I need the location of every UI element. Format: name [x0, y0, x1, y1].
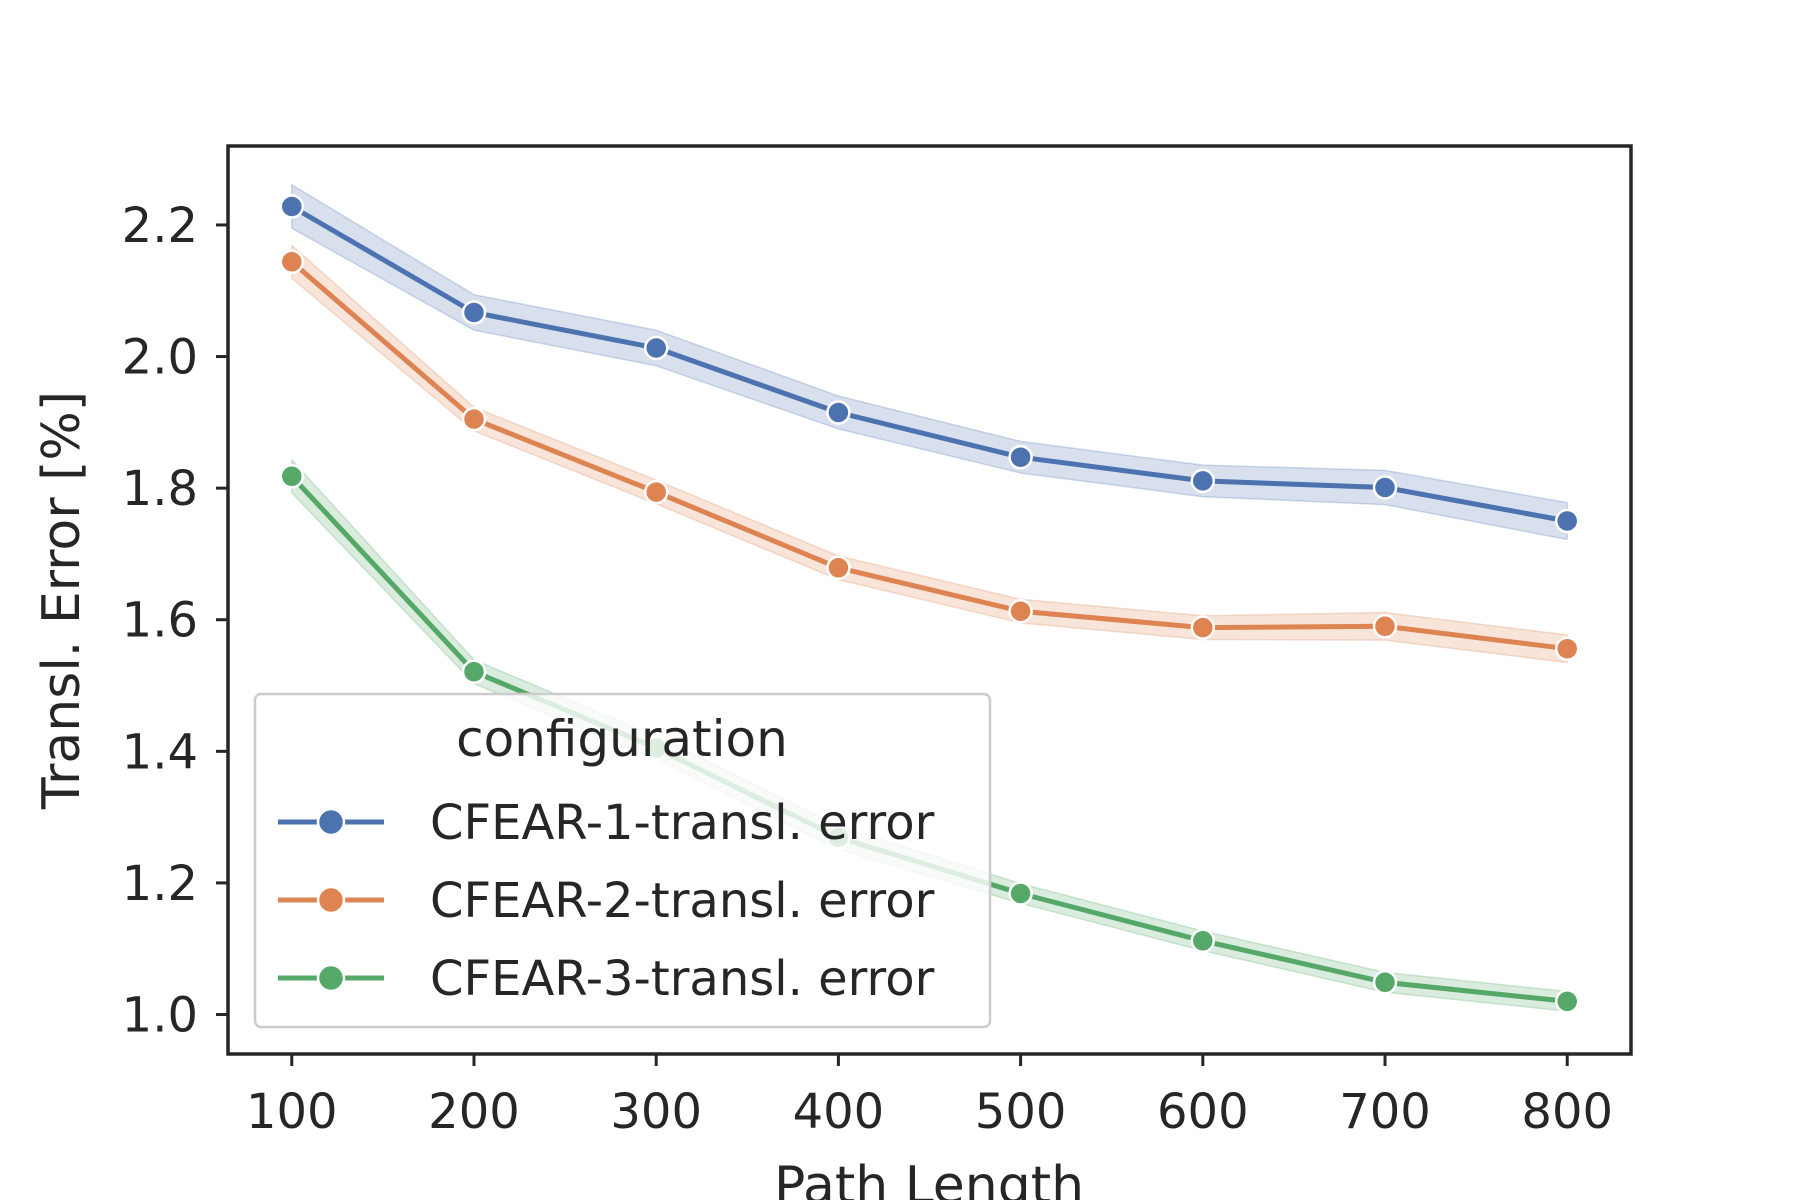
data-point: [279, 249, 305, 275]
legend-marker: [316, 963, 346, 993]
data-point: [279, 464, 305, 489]
y-tick-label: 1.8: [122, 461, 198, 517]
x-tick-label: 800: [1521, 1084, 1613, 1140]
y-axis-label: Transl. Error [%]: [32, 391, 92, 810]
data-point: [1190, 615, 1216, 640]
legend-label: CFEAR-1-transl. error: [430, 795, 935, 851]
data-point: [1372, 475, 1398, 500]
y-tick-label: 1.6: [122, 593, 198, 649]
legend-label: CFEAR-2-transl. error: [430, 873, 935, 929]
series-points: [279, 194, 1580, 1014]
data-point: [1190, 928, 1216, 954]
data-point: [1008, 881, 1033, 906]
legend-marker: [316, 807, 346, 837]
series-line: [289, 259, 1570, 652]
data-point: [826, 555, 851, 581]
data-point: [643, 335, 669, 361]
series-line: [289, 204, 1570, 524]
data-point: [279, 194, 305, 219]
x-tick-label: 300: [610, 1084, 702, 1140]
data-point: [1554, 636, 1580, 661]
data-point: [1554, 989, 1580, 1014]
y-tick-label: 2.2: [122, 198, 198, 254]
legend-box: [253, 692, 992, 1029]
y-axis-ticks: 1.0 1.2 1.4 1.6 1.8 2.0 2.2: [122, 198, 228, 1044]
data-point: [1008, 598, 1033, 624]
plot-frame: [226, 144, 1633, 1056]
x-tick-label: 200: [428, 1084, 520, 1140]
legend: configuration CFEAR-1-transl. errorCFEAR…: [253, 692, 992, 1029]
x-axis-ticks: 100 200 300 400 500 600 700 800: [246, 1054, 1613, 1140]
x-tick-label: 700: [1339, 1084, 1431, 1140]
x-tick-label: 500: [975, 1084, 1067, 1140]
data-point: [461, 406, 487, 432]
x-tick-label: 600: [1157, 1084, 1249, 1140]
data-point: [643, 479, 669, 505]
confidence-band: [291, 183, 1568, 541]
data-point: [826, 400, 851, 425]
y-tick-label: 1.4: [122, 724, 198, 780]
confidence-band: [291, 243, 1568, 664]
x-tick-label: 100: [246, 1084, 338, 1140]
data-point: [461, 300, 487, 325]
data-point: [1008, 444, 1033, 470]
x-tick-label: 400: [793, 1084, 885, 1140]
legend-marker: [316, 885, 346, 915]
data-point: [1372, 614, 1398, 639]
y-tick-label: 2.0: [122, 330, 198, 386]
x-axis-label: Path Length: [774, 1156, 1084, 1200]
data-point: [1190, 468, 1216, 494]
data-point: [1372, 970, 1398, 995]
y-tick-label: 1.2: [122, 856, 198, 912]
legend-entries: CFEAR-1-transl. error CFEAR-2-transl. err…: [278, 795, 935, 1007]
y-tick-label: 1.0: [122, 988, 198, 1044]
data-point: [461, 659, 487, 684]
legend-label: CFEAR-3-transl. error: [430, 951, 935, 1007]
data-point: [1554, 508, 1580, 534]
legend-title: configuration: [456, 710, 788, 768]
